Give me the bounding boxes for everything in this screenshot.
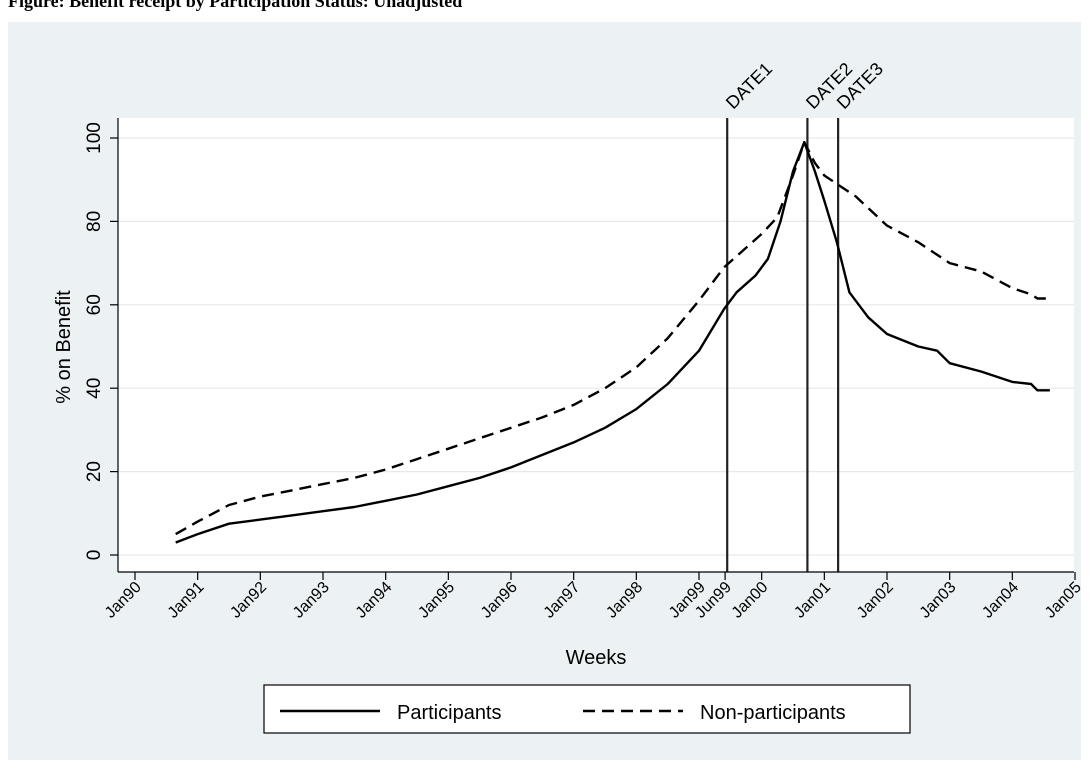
y-tick-label-80: 80 (84, 211, 105, 232)
gridlines (118, 137, 1074, 556)
series-line-non-participants (175, 141, 1050, 536)
y-axis-label: % on Benefit (53, 290, 75, 404)
y-tick-label-100: 100 (84, 122, 105, 154)
y-tick-label-20: 20 (84, 461, 105, 482)
y-tick-label-0: 0 (84, 550, 105, 561)
series-lines (175, 141, 1050, 544)
plot-area (118, 118, 1074, 572)
y-tick-label-40: 40 (84, 378, 105, 399)
y-tick-label-60: 60 (84, 294, 105, 315)
legend: Participants Non-participants (263, 684, 911, 734)
series-line-participants (175, 141, 1050, 544)
figure-caption: Figure: Benefit receipt by Participation… (8, 0, 463, 11)
x-axis-label: Weeks (566, 647, 627, 669)
axes (110, 118, 1076, 580)
legend-label-participants: Participants (397, 702, 502, 724)
legend-box (263, 684, 911, 734)
legend-label-non-participants: Non-participants (700, 702, 846, 724)
